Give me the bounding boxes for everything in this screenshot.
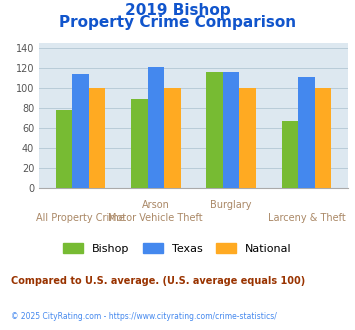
- Text: Arson: Arson: [142, 200, 170, 210]
- Bar: [164, 88, 181, 188]
- Text: © 2025 CityRating.com - https://www.cityrating.com/crime-statistics/: © 2025 CityRating.com - https://www.city…: [11, 312, 277, 321]
- Text: Property Crime Comparison: Property Crime Comparison: [59, 15, 296, 30]
- Bar: [298, 77, 315, 188]
- Bar: [89, 88, 105, 188]
- Text: All Property Crime: All Property Crime: [36, 213, 125, 223]
- Text: Motor Vehicle Theft: Motor Vehicle Theft: [109, 213, 203, 223]
- Legend: Bishop, Texas, National: Bishop, Texas, National: [59, 239, 296, 258]
- Text: Burglary: Burglary: [211, 200, 252, 210]
- Bar: [239, 88, 256, 188]
- Bar: [282, 121, 298, 188]
- Bar: [206, 72, 223, 188]
- Bar: [72, 74, 89, 188]
- Bar: [131, 99, 148, 188]
- Text: Compared to U.S. average. (U.S. average equals 100): Compared to U.S. average. (U.S. average …: [11, 276, 305, 285]
- Bar: [223, 72, 239, 188]
- Text: 2019 Bishop: 2019 Bishop: [125, 3, 230, 18]
- Text: Larceny & Theft: Larceny & Theft: [268, 213, 345, 223]
- Bar: [56, 110, 72, 188]
- Bar: [148, 67, 164, 188]
- Bar: [315, 88, 331, 188]
